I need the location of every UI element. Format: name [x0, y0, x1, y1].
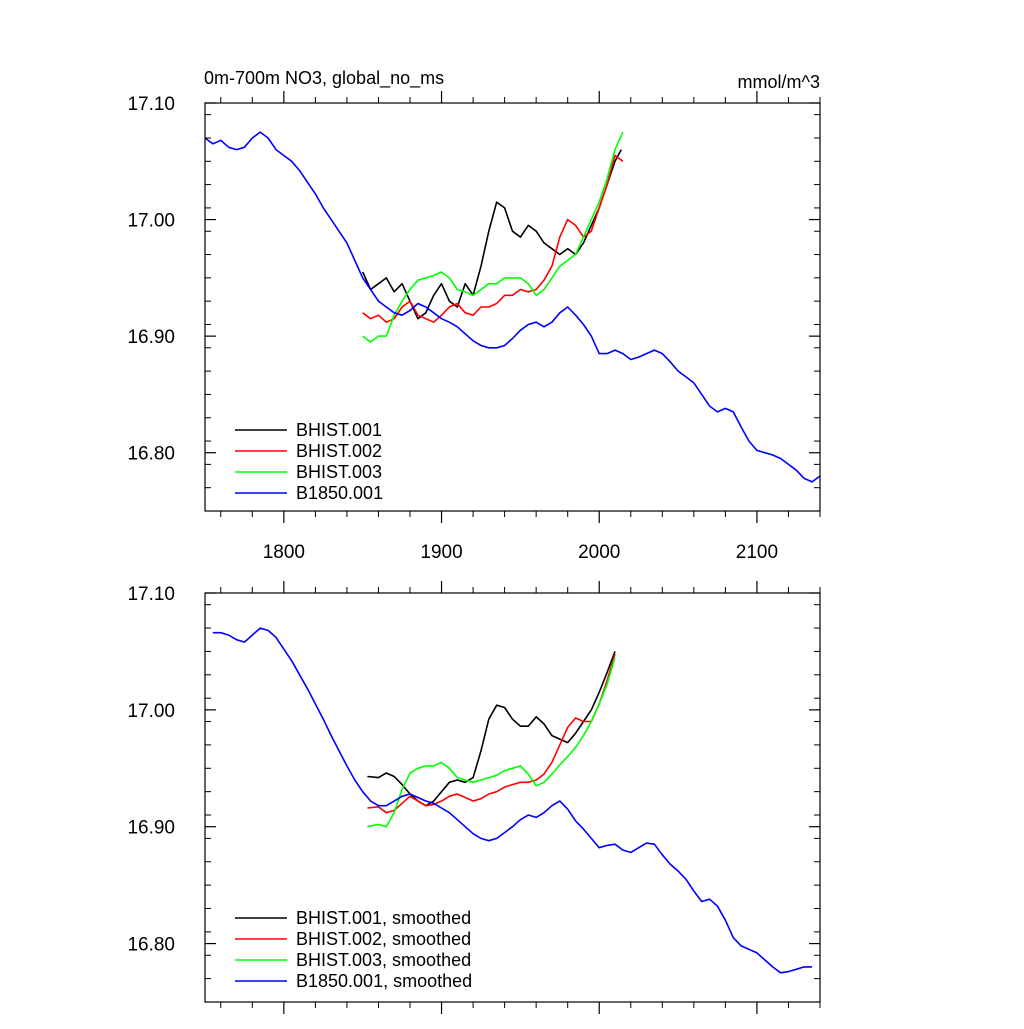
y-tick-label: 16.90: [127, 327, 175, 348]
y-tick-label: 16.90: [127, 818, 175, 839]
legend-label: BHIST.003, smoothed: [296, 950, 471, 970]
y-tick-label: 17.10: [127, 94, 175, 115]
legend-label: B1850.001, smoothed: [296, 971, 472, 991]
legend-label: BHIST.001, smoothed: [296, 908, 471, 928]
y-tick-label: 17.00: [127, 701, 175, 722]
legend-label: BHIST.003: [296, 462, 382, 482]
plot-frame: [204, 592, 821, 1003]
legend-label: B1850.001: [296, 483, 383, 503]
series-line-bhist-001: [361, 149, 623, 320]
legend-label: BHIST.002: [296, 441, 382, 461]
y-tick-label: 17.00: [127, 211, 175, 232]
legend-label: BHIST.002, smoothed: [296, 929, 471, 949]
x-tick-label: 2000: [578, 542, 620, 563]
top-panel: 0m-700m NO3, global_no_ms mmol/m^3 16.80…: [127, 68, 821, 563]
chart-title: 0m-700m NO3, global_no_ms: [204, 68, 444, 89]
x-tick-label: 1900: [420, 542, 462, 563]
series-line-b1850-001: [204, 131, 821, 483]
legend-label: BHIST.001: [296, 420, 382, 440]
series-line-b1850-001-smoothed: [212, 627, 813, 974]
series-line-bhist-002: [362, 154, 624, 324]
y-tick-label: 17.10: [127, 584, 175, 605]
series-line-bhist-003: [362, 131, 624, 343]
plot-frame: [204, 102, 821, 512]
x-tick-label: 2100: [736, 542, 778, 563]
series-line-bhist-003-smoothed: [367, 657, 616, 828]
units-label: mmol/m^3: [738, 72, 820, 92]
series-line-bhist-002-smoothed: [367, 653, 616, 814]
y-tick-label: 16.80: [127, 444, 175, 465]
y-tick-label: 16.80: [127, 935, 175, 956]
x-tick-label: 1800: [263, 542, 305, 563]
